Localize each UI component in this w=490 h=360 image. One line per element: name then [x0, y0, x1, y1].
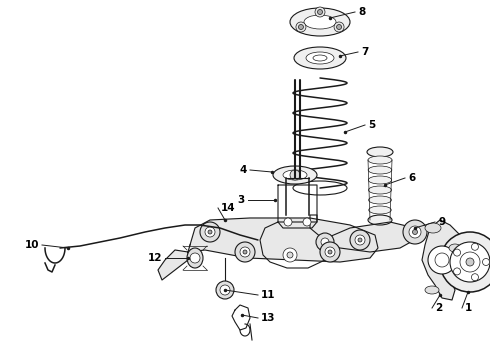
Ellipse shape	[368, 166, 392, 174]
Circle shape	[220, 285, 230, 295]
Ellipse shape	[368, 196, 392, 204]
Ellipse shape	[294, 47, 346, 69]
Circle shape	[290, 170, 300, 180]
Circle shape	[403, 220, 427, 244]
Circle shape	[296, 22, 306, 32]
Text: 13: 13	[261, 313, 275, 323]
Circle shape	[454, 249, 461, 256]
Circle shape	[320, 242, 340, 262]
Text: 4: 4	[240, 165, 247, 175]
Circle shape	[435, 253, 449, 267]
Circle shape	[471, 243, 478, 250]
Circle shape	[240, 247, 250, 257]
Circle shape	[413, 230, 417, 234]
Circle shape	[243, 250, 247, 254]
Ellipse shape	[449, 244, 461, 252]
Text: 5: 5	[368, 120, 375, 130]
Circle shape	[483, 258, 490, 266]
Circle shape	[440, 232, 490, 292]
Ellipse shape	[425, 286, 439, 294]
Text: 14: 14	[221, 203, 236, 213]
Ellipse shape	[368, 156, 392, 164]
Ellipse shape	[368, 176, 392, 184]
Ellipse shape	[306, 52, 334, 64]
Ellipse shape	[293, 181, 347, 195]
Polygon shape	[318, 222, 418, 252]
Ellipse shape	[290, 8, 350, 36]
Polygon shape	[158, 250, 188, 280]
Ellipse shape	[304, 15, 336, 29]
Text: 8: 8	[358, 7, 365, 17]
Circle shape	[205, 227, 215, 237]
Circle shape	[450, 242, 490, 282]
Circle shape	[321, 238, 329, 246]
Circle shape	[208, 230, 212, 234]
Circle shape	[315, 7, 325, 17]
Circle shape	[454, 268, 461, 275]
Polygon shape	[188, 218, 378, 262]
Circle shape	[350, 230, 370, 250]
Circle shape	[283, 248, 297, 262]
Circle shape	[328, 250, 332, 254]
Circle shape	[287, 252, 293, 258]
Circle shape	[318, 9, 322, 14]
Circle shape	[471, 274, 478, 281]
Ellipse shape	[187, 248, 203, 268]
Ellipse shape	[273, 166, 317, 184]
Circle shape	[298, 24, 303, 30]
Text: 3: 3	[238, 195, 245, 205]
Circle shape	[355, 235, 365, 245]
Ellipse shape	[216, 281, 234, 299]
Ellipse shape	[283, 170, 307, 180]
Circle shape	[316, 233, 334, 251]
Circle shape	[284, 218, 292, 226]
Ellipse shape	[367, 147, 393, 157]
Circle shape	[325, 247, 335, 257]
Circle shape	[466, 258, 474, 266]
Ellipse shape	[368, 186, 392, 194]
Ellipse shape	[425, 223, 441, 233]
Ellipse shape	[369, 206, 391, 214]
Circle shape	[190, 253, 200, 263]
Text: 1: 1	[465, 303, 472, 313]
Circle shape	[334, 22, 344, 32]
Text: 7: 7	[361, 47, 368, 57]
Circle shape	[337, 24, 342, 30]
Text: 11: 11	[261, 290, 275, 300]
Circle shape	[460, 252, 480, 272]
Circle shape	[409, 226, 421, 238]
Ellipse shape	[313, 55, 327, 61]
Text: 2: 2	[435, 303, 442, 313]
Circle shape	[428, 246, 456, 274]
Circle shape	[200, 222, 220, 242]
Polygon shape	[422, 220, 462, 300]
Circle shape	[303, 218, 311, 226]
Circle shape	[235, 242, 255, 262]
Text: 12: 12	[147, 253, 162, 263]
Text: 9: 9	[438, 217, 445, 227]
Text: 6: 6	[408, 173, 415, 183]
Ellipse shape	[368, 215, 392, 225]
Circle shape	[358, 238, 362, 242]
Text: 10: 10	[24, 240, 39, 250]
